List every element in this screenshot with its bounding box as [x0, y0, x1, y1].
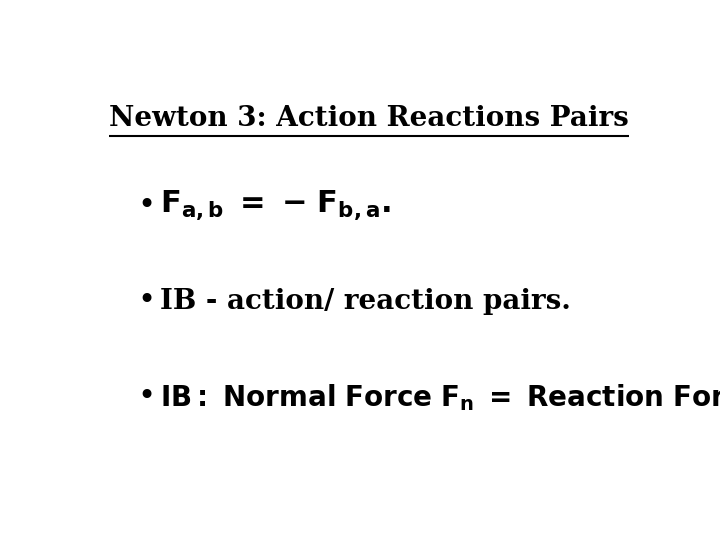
- Text: •: •: [138, 191, 156, 222]
- Text: •: •: [138, 382, 156, 413]
- Text: $\mathbf{F}_{\mathbf{a,b}}\ \mathbf{=}\ \mathbf{-}\ \mathbf{F}_{\mathbf{b,a}}\ma: $\mathbf{F}_{\mathbf{a,b}}\ \mathbf{=}\ …: [160, 189, 391, 224]
- Text: $\mathbf{IB{:}\ Normal\ Force\ F_{n}\ =\ Reaction\ Force,\ R.}$: $\mathbf{IB{:}\ Normal\ Force\ F_{n}\ =\…: [160, 382, 720, 413]
- Text: IB - action/ reaction pairs.: IB - action/ reaction pairs.: [160, 288, 571, 315]
- Text: Newton 3: Action Reactions Pairs: Newton 3: Action Reactions Pairs: [109, 105, 629, 132]
- Text: •: •: [138, 286, 156, 318]
